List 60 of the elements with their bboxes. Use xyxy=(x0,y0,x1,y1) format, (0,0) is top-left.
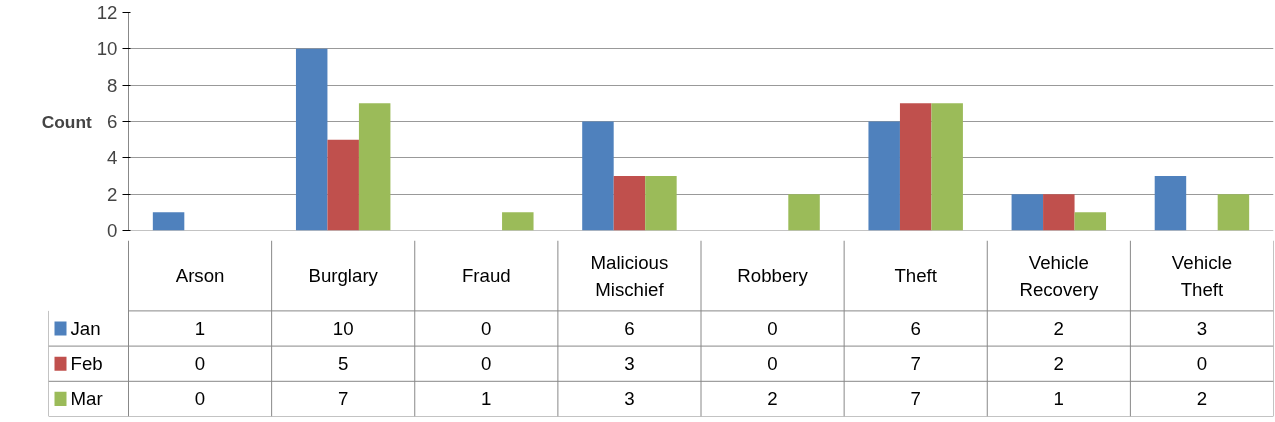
x-tick-label: Theft xyxy=(894,265,938,287)
bar xyxy=(868,121,900,231)
data-label: 1 xyxy=(481,388,492,410)
bar xyxy=(1043,194,1075,231)
bar xyxy=(899,103,932,231)
x-tick-label: Malicious Mischief xyxy=(590,251,669,300)
bar xyxy=(645,176,677,231)
x-tick-label: Vehicle Theft xyxy=(1171,251,1233,300)
legend-label: Feb xyxy=(70,353,103,375)
data-label: 2 xyxy=(767,388,778,410)
x-tick-label: Fraud xyxy=(461,265,511,287)
y-tick-label: 0 xyxy=(107,220,118,241)
x-tick-label: Arson xyxy=(175,265,225,287)
bar xyxy=(788,194,820,231)
data-label: 7 xyxy=(910,388,921,410)
data-label: 0 xyxy=(481,353,492,375)
data-label: 2 xyxy=(1196,388,1208,410)
bar xyxy=(1217,194,1250,231)
bar xyxy=(152,212,185,231)
bar xyxy=(1154,176,1187,231)
y-tick-label: 2 xyxy=(107,183,118,205)
y-tick-label: 12 xyxy=(96,2,118,23)
y-axis-title: Count xyxy=(41,111,92,132)
legend-label: Mar xyxy=(70,388,103,410)
data-label: 3 xyxy=(624,353,635,375)
y-tick-label: 10 xyxy=(96,38,118,60)
data-label: 10 xyxy=(332,318,354,339)
bar xyxy=(582,121,614,231)
y-tick-label: 8 xyxy=(107,74,118,96)
bar xyxy=(295,48,328,231)
bar xyxy=(358,103,391,231)
data-label: 7 xyxy=(338,388,349,410)
data-label: 1 xyxy=(1053,388,1065,410)
y-tick-label: 6 xyxy=(107,111,118,132)
data-label: 0 xyxy=(767,353,778,375)
data-label: 2 xyxy=(1053,318,1065,339)
data-label: 0 xyxy=(1196,353,1208,375)
data-label: 0 xyxy=(481,318,492,339)
data-label: 0 xyxy=(767,318,778,339)
data-label: 1 xyxy=(194,318,206,339)
legend-label: Jan xyxy=(70,318,101,339)
bar xyxy=(931,103,963,231)
data-label: 3 xyxy=(624,388,635,410)
data-label: 7 xyxy=(910,353,921,375)
x-tick-label: Vehicle Recovery xyxy=(1019,251,1099,300)
bar xyxy=(502,212,534,231)
data-label: 6 xyxy=(624,318,635,339)
bar xyxy=(1011,194,1044,231)
data-label: 3 xyxy=(1196,318,1208,339)
bar xyxy=(327,139,359,231)
x-tick-label: Burglary xyxy=(308,265,379,287)
data-label: 2 xyxy=(1053,353,1065,375)
data-label: 6 xyxy=(910,318,921,339)
bar xyxy=(1074,212,1107,231)
bar xyxy=(613,176,646,231)
y-tick-label: 4 xyxy=(107,147,118,169)
data-label: 5 xyxy=(338,353,349,375)
x-tick-label: Robbery xyxy=(737,265,809,287)
data-label: 0 xyxy=(194,388,206,410)
data-label: 0 xyxy=(194,353,206,375)
